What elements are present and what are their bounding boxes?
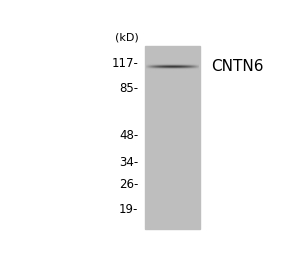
Text: 117-: 117- — [112, 57, 138, 70]
Text: 34-: 34- — [119, 156, 138, 169]
Text: 85-: 85- — [119, 82, 138, 96]
Text: 19-: 19- — [119, 203, 138, 216]
Bar — [145, 46, 200, 229]
Text: (kD): (kD) — [115, 33, 138, 43]
Text: CNTN6: CNTN6 — [211, 59, 263, 74]
Text: 26-: 26- — [119, 178, 138, 191]
Text: 48-: 48- — [119, 129, 138, 142]
